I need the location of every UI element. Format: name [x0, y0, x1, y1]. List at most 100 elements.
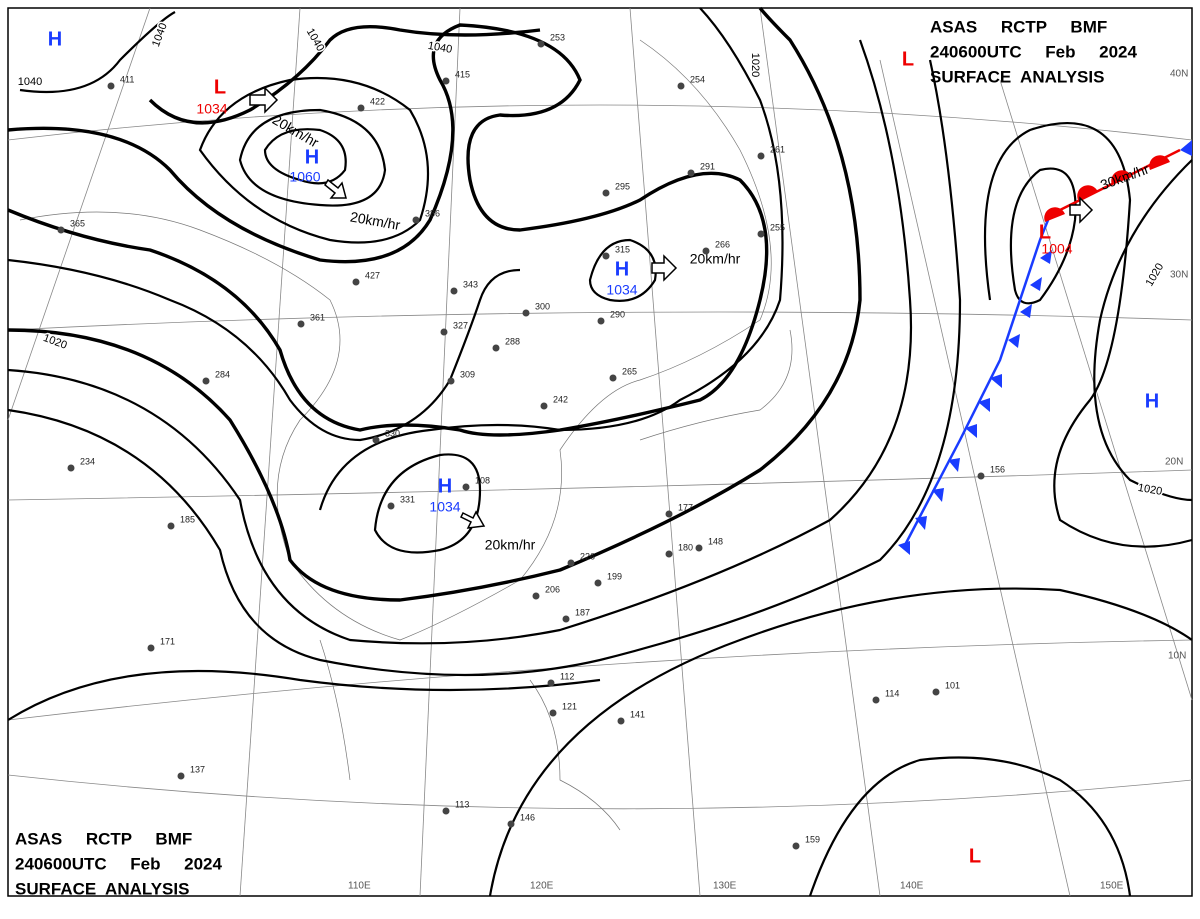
header-line: ASAS RCTP BMF [930, 17, 1107, 36]
station-marker [602, 189, 610, 197]
latitude-label: 30N [1170, 270, 1188, 281]
station-marker [440, 328, 448, 336]
station-marker [537, 40, 545, 48]
station-pressure: 254 [690, 74, 705, 84]
motion-arrows [249, 86, 1094, 529]
station-marker [442, 77, 450, 85]
station-marker [540, 402, 548, 410]
station-pressure: 365 [70, 218, 85, 228]
system-symbol: H [1145, 390, 1159, 412]
station-pressure: 234 [80, 456, 95, 466]
longitude-label: 150E [1100, 881, 1124, 892]
station-pressure: 386 [425, 208, 440, 218]
station-marker [702, 247, 710, 255]
station-marker [57, 226, 65, 234]
system-pressure: 1034 [606, 282, 637, 298]
station-marker [297, 320, 305, 328]
station-marker [695, 544, 703, 552]
station-pressure: 255 [770, 222, 785, 232]
station-marker [594, 579, 602, 587]
station-marker [562, 615, 570, 623]
station-marker [507, 820, 515, 828]
station-pressure: 242 [553, 394, 568, 404]
station-pressure: 284 [215, 369, 230, 379]
station-pressure: 187 [575, 607, 590, 617]
station-pressure: 156 [990, 464, 1005, 474]
station-pressure: 330 [385, 428, 400, 438]
station-pressure: 309 [460, 369, 475, 379]
cold-front [898, 140, 1192, 555]
motion-label: 20km/hr [485, 537, 536, 553]
system-symbol: H [48, 28, 62, 50]
station-marker [757, 230, 765, 238]
station-marker [357, 104, 365, 112]
station-pressure: 290 [610, 309, 625, 319]
station-pressure: 327 [453, 320, 468, 330]
station-marker [757, 152, 765, 160]
isobar-label: 1040 [427, 40, 453, 56]
station-pressure: 422 [370, 96, 385, 106]
station-marker [67, 464, 75, 472]
motion-label: 20km/hr [690, 251, 741, 267]
system-symbol: L [969, 845, 981, 867]
station-pressure: 114 [885, 688, 899, 698]
station-pressure: 180 [678, 542, 693, 552]
station-marker [492, 344, 500, 352]
isobar-label: 1020 [1137, 482, 1163, 498]
station-marker [597, 317, 605, 325]
station-marker [462, 483, 470, 491]
station-marker [352, 278, 360, 286]
station-marker [977, 472, 985, 480]
station-marker [372, 436, 380, 444]
longitude-label: 140E [900, 881, 924, 892]
station-marker [567, 559, 575, 567]
station-pressure: 171 [160, 636, 175, 646]
header-line: SURFACE ANALYSIS [15, 879, 189, 898]
station-pressure: 148 [708, 536, 723, 546]
isobars [7, 6, 1193, 897]
system-symbol: H [615, 258, 629, 280]
station-marker [665, 550, 673, 558]
system-symbol: L [902, 48, 914, 70]
station-pressure: 295 [615, 181, 630, 191]
station-pressure: 415 [455, 69, 470, 79]
station-marker [202, 377, 210, 385]
longitude-label: 120E [530, 881, 554, 892]
station-marker [549, 709, 557, 717]
station-marker [687, 169, 695, 177]
warm-front [1044, 148, 1181, 222]
station-pressure: 288 [505, 336, 520, 346]
station-pressure: 411 [120, 74, 134, 84]
station-pressure: 146 [520, 812, 535, 822]
station-marker [107, 82, 115, 90]
station-pressure: 265 [622, 366, 637, 376]
station-pressure: 185 [180, 514, 195, 524]
graticule [7, 7, 1193, 897]
station-marker [932, 688, 940, 696]
station-pressure: 253 [550, 32, 565, 42]
station-marker [147, 644, 155, 652]
station-pressure: 206 [545, 584, 560, 594]
station-marker [547, 679, 555, 687]
isobar-label: 1040 [18, 76, 42, 88]
system-symbol: L [1039, 221, 1051, 243]
system-pressure: 1004 [1041, 241, 1072, 257]
system-symbol: H [438, 475, 452, 497]
system-pressure: 1060 [289, 169, 320, 185]
station-pressure: 112 [560, 671, 574, 681]
station-pressure: 427 [365, 270, 380, 280]
station-pressure: 199 [607, 571, 622, 581]
station-marker [447, 377, 455, 385]
station-pressure: 137 [190, 764, 205, 774]
station-pressure: 343 [463, 279, 478, 289]
station-pressure: 141 [630, 709, 645, 719]
station-pressure: 159 [805, 834, 820, 844]
station-pressure: 113 [455, 799, 469, 809]
latitude-label: 20N [1165, 457, 1183, 468]
station-marker [532, 592, 540, 600]
station-pressure: 266 [715, 239, 730, 249]
station-marker [522, 309, 530, 317]
station-pressure: 315 [615, 244, 630, 254]
station-marker [602, 252, 610, 260]
